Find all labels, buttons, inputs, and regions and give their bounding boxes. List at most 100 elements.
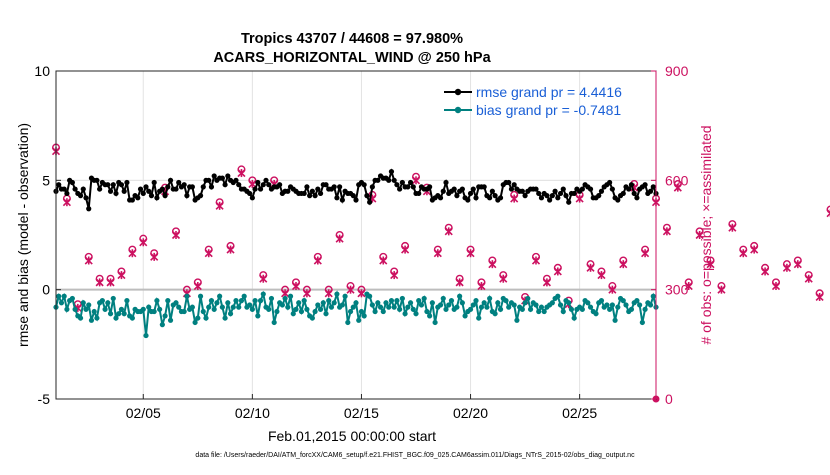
rmse-point bbox=[506, 180, 511, 185]
bias-point bbox=[222, 315, 227, 320]
bias-point bbox=[231, 305, 236, 310]
bias-point bbox=[424, 309, 429, 314]
bias-point bbox=[111, 296, 116, 301]
bias-point bbox=[383, 300, 388, 305]
bias-point bbox=[585, 300, 590, 305]
rmse-point bbox=[522, 193, 527, 198]
rmse-point bbox=[416, 191, 421, 196]
bias-point bbox=[457, 294, 462, 299]
bias-point bbox=[495, 300, 500, 305]
bias-point bbox=[566, 300, 571, 305]
rmse-point bbox=[626, 186, 631, 191]
bias-point bbox=[182, 309, 187, 314]
bias-point bbox=[272, 320, 277, 325]
bias-point bbox=[542, 309, 547, 314]
rmse-point bbox=[307, 193, 312, 198]
bias-point bbox=[536, 309, 541, 314]
bias-point bbox=[400, 296, 405, 301]
y-right-tick-label: 900 bbox=[665, 63, 689, 79]
bias-point bbox=[78, 315, 83, 320]
bias-point bbox=[446, 302, 451, 307]
obs-assimilated-marker bbox=[718, 286, 725, 294]
rmse-point bbox=[206, 178, 211, 183]
bias-point bbox=[242, 294, 247, 299]
y-right-tick-label: 0 bbox=[665, 391, 673, 407]
rmse-point bbox=[130, 197, 135, 202]
bias-point bbox=[252, 298, 257, 303]
rmse-point bbox=[315, 186, 320, 191]
bias-point bbox=[604, 302, 609, 307]
rmse-point bbox=[610, 186, 615, 191]
bias-point bbox=[310, 315, 315, 320]
rmse-point bbox=[70, 180, 75, 185]
bias-point bbox=[64, 307, 69, 312]
rmse-point bbox=[539, 195, 544, 200]
rmse-point bbox=[596, 193, 601, 198]
bias-point bbox=[236, 305, 241, 310]
bias-point bbox=[362, 313, 367, 318]
bias-point bbox=[419, 302, 424, 307]
rmse-point bbox=[190, 184, 195, 189]
rmse-point bbox=[277, 182, 282, 187]
bias-point bbox=[214, 300, 219, 305]
rmse-point bbox=[555, 195, 560, 200]
rmse-point bbox=[108, 189, 113, 194]
rmse-point bbox=[642, 182, 647, 187]
rmse-point bbox=[465, 197, 470, 202]
rmse-point bbox=[364, 193, 369, 198]
rmse-point bbox=[78, 193, 83, 198]
rmse-point bbox=[386, 178, 391, 183]
bias-point bbox=[389, 298, 394, 303]
bias-point bbox=[299, 309, 304, 314]
y-right-tick-label: 600 bbox=[665, 172, 689, 188]
bias-point bbox=[449, 298, 454, 303]
obs-assimilated-marker bbox=[805, 275, 812, 283]
rmse-point bbox=[634, 195, 639, 200]
legend-bias-marker bbox=[455, 107, 461, 113]
rmse-point bbox=[615, 197, 620, 202]
rmse-point bbox=[334, 195, 339, 200]
rmse-point bbox=[86, 206, 91, 211]
bias-point bbox=[394, 298, 399, 303]
bias-point bbox=[239, 298, 244, 303]
rmse-point bbox=[310, 189, 315, 194]
y-left-tick-label: 0 bbox=[42, 282, 50, 298]
rmse-point bbox=[252, 186, 257, 191]
bias-point bbox=[247, 302, 252, 307]
bias-point bbox=[304, 307, 309, 312]
y-right-tick-label: 300 bbox=[665, 282, 689, 298]
rmse-point bbox=[176, 180, 181, 185]
rmse-point bbox=[599, 189, 604, 194]
bias-point bbox=[416, 298, 421, 303]
rmse-point bbox=[566, 200, 571, 205]
bias-point bbox=[332, 300, 337, 305]
bias-point bbox=[81, 300, 86, 305]
rmse-point bbox=[201, 184, 206, 189]
bias-point bbox=[375, 300, 380, 305]
bias-point bbox=[258, 298, 263, 303]
bias-point bbox=[285, 305, 290, 310]
rmse-point bbox=[323, 182, 328, 187]
rmse-point bbox=[512, 182, 517, 187]
rmse-point bbox=[247, 191, 252, 196]
bias-point bbox=[498, 307, 503, 312]
rmse-point bbox=[312, 193, 317, 198]
bias-point bbox=[323, 311, 328, 316]
bias-point bbox=[195, 315, 200, 320]
rmse-point bbox=[64, 191, 69, 196]
bias-point bbox=[62, 294, 67, 299]
bias-point bbox=[621, 298, 626, 303]
rmse-point bbox=[160, 186, 165, 191]
bias-point bbox=[141, 307, 146, 312]
rmse-point bbox=[168, 178, 173, 183]
rmse-point bbox=[220, 176, 225, 181]
rmse-point bbox=[119, 182, 124, 187]
bias-point bbox=[176, 305, 181, 310]
rmse-point bbox=[72, 186, 77, 191]
bias-point bbox=[473, 298, 478, 303]
rmse-point bbox=[460, 186, 465, 191]
bias-point bbox=[588, 305, 593, 310]
rmse-point bbox=[258, 186, 263, 191]
